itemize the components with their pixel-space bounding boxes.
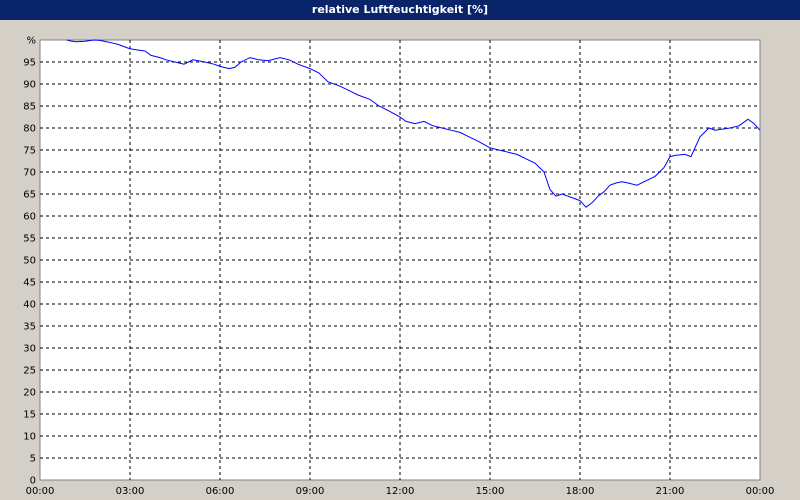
y-tick-label-0: 0 [30, 476, 36, 487]
x-axis-tick-labels: 00:0002.04.2303:0002.04.2306:0002.04.230… [26, 486, 775, 497]
y-tick-label-top: % [26, 36, 36, 47]
y-tick-label-5: 5 [30, 454, 36, 465]
series-layer [66, 39, 761, 208]
x-tick-time-6: 18:00 [566, 486, 595, 497]
x-tick-time-7: 21:00 [656, 486, 685, 497]
x-tick-time-3: 09:00 [296, 486, 325, 497]
x-tick-time-2: 06:00 [206, 486, 235, 497]
chart-title: relative Luftfeuchtigkeit [%] [0, 0, 800, 20]
x-tick-time-1: 03:00 [116, 486, 145, 497]
y-tick-label-60: 60 [23, 212, 36, 223]
y-tick-label-35: 35 [23, 322, 36, 333]
y-tick-label-20: 20 [23, 388, 36, 399]
y-tick-label-75: 75 [23, 146, 36, 157]
y-tick-label-90: 90 [23, 80, 36, 91]
y-tick-label-95: 95 [23, 58, 36, 69]
y-tick-label-55: 55 [23, 234, 36, 245]
x-tick-time-5: 15:00 [476, 486, 505, 497]
y-tick-label-80: 80 [23, 124, 36, 135]
y-tick-label-65: 65 [23, 190, 36, 201]
y-tick-label-30: 30 [23, 344, 36, 355]
y-tick-label-70: 70 [23, 168, 36, 179]
series-line-0 [66, 39, 761, 208]
y-tick-label-45: 45 [23, 278, 36, 289]
humidity-line-chart: 05101520253035404550556065707580859095% … [23, 36, 775, 498]
y-axis-tick-labels: 0 5 10 15 20 25 30 35 40 45 50 55 60 65 70 75 80 85 90 95% [23, 36, 36, 487]
x-tick-time-4: 12:00 [386, 486, 415, 497]
y-tick-label-15: 15 [23, 410, 36, 421]
y-tick-label-25: 25 [23, 366, 36, 377]
y-tick-label-40: 40 [23, 300, 36, 311]
y-tick-label-85: 85 [23, 102, 36, 113]
y-tick-label-10: 10 [23, 432, 36, 443]
grid-lines [40, 40, 760, 480]
x-tick-time-0: 00:00 [26, 486, 55, 497]
y-tick-label-50: 50 [23, 256, 36, 267]
x-tick-time-8: 00:00 [746, 486, 775, 497]
